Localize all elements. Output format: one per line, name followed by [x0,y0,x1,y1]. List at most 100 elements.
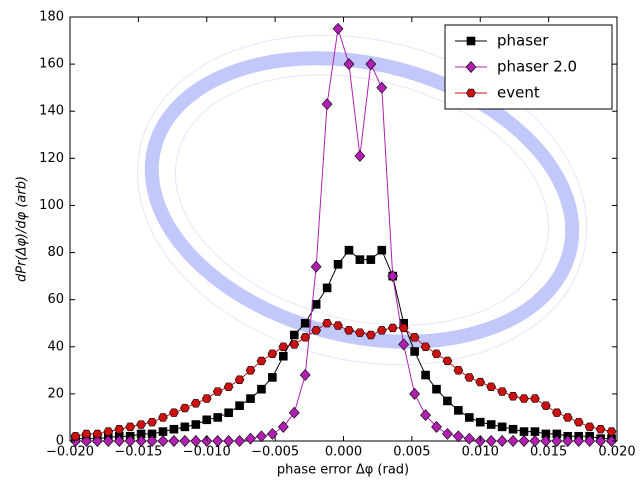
y-tick-label: 80 [47,245,64,260]
data-point [355,255,365,264]
data-point [202,415,212,425]
data-point [268,373,277,382]
data-point [234,375,245,384]
data-point [212,387,223,396]
data-point [223,382,234,392]
data-point [256,430,267,443]
data-point [322,319,332,328]
data-point [201,394,212,403]
y-axis-label: dPr(Δφ)/dφ (arb) [15,176,30,282]
data-point [452,430,464,443]
data-point [562,413,573,422]
y-tick-label: 180 [39,10,64,25]
data-point [289,330,299,340]
data-point [124,435,136,447]
data-point [81,429,92,439]
data-point [169,408,179,417]
data-point [179,435,191,447]
x-tick-label: 0.020 [598,445,635,460]
data-point [158,413,168,422]
data-point [453,366,464,375]
data-point [376,81,388,94]
data-point [410,347,419,356]
x-tick-label: −0.005 [251,445,299,460]
data-point [158,427,168,436]
x-axis-label: phase error Δφ (rad) [277,463,409,478]
data-point [398,338,410,351]
data-point [485,435,497,447]
data-point [113,435,125,447]
data-point [519,394,529,403]
data-point [191,420,201,429]
data-point [266,427,278,440]
data-point [333,260,343,269]
data-point [311,300,321,309]
data-point [530,427,540,436]
legend-marker [466,88,476,98]
data-point [114,425,125,434]
data-point [376,326,387,335]
y-tick-label: 160 [39,57,64,72]
data-point [288,406,300,419]
data-point [246,394,255,403]
data-point [92,429,103,439]
data-point [463,432,475,445]
x-tick-label: 0.005 [393,445,430,460]
y-tick-label: 120 [39,151,64,166]
data-point [267,349,278,359]
data-point [421,370,430,380]
data-point [136,420,146,429]
data-point [541,401,551,410]
series-line [75,249,612,440]
data-point [343,58,355,71]
data-point [486,420,496,429]
data-point [125,422,136,432]
data-point [277,420,289,433]
background-ellipse [136,34,588,366]
data-point [366,330,376,340]
data-point [289,340,300,349]
data-point [224,408,233,418]
data-point [530,394,540,403]
data-point [321,98,333,111]
x-tick-label: −0.015 [114,445,162,460]
data-point [508,424,518,434]
data-point [475,377,486,387]
data-point [606,427,617,436]
legend-label: event [497,84,540,102]
data-point [212,435,224,447]
data-point [333,321,343,330]
data-point [518,435,530,447]
data-point [529,435,541,447]
data-point [431,420,442,433]
data-point [497,422,507,432]
data-point [102,435,114,447]
data-point [431,349,442,359]
y-tick-label: 20 [47,386,64,401]
y-tick-label: 60 [47,292,64,307]
data-point [146,435,158,447]
x-tick-label: 0.015 [530,445,567,460]
data-point [464,373,475,382]
data-point [486,382,497,392]
data-point [551,408,562,417]
data-point [508,392,518,401]
data-point [147,417,157,427]
data-point [442,427,453,440]
data-point [443,396,452,406]
data-point [584,422,595,432]
data-point [387,270,399,283]
data-point [310,260,322,273]
data-point [245,432,256,445]
data-point [442,356,453,366]
data-point [465,413,474,422]
data-point [573,417,584,427]
data-point [180,422,190,432]
data-point [573,435,585,447]
data-point [300,318,310,328]
data-point [420,342,431,351]
data-point [299,369,311,381]
x-tick-label: −0.020 [46,445,94,460]
data-point [300,333,311,342]
